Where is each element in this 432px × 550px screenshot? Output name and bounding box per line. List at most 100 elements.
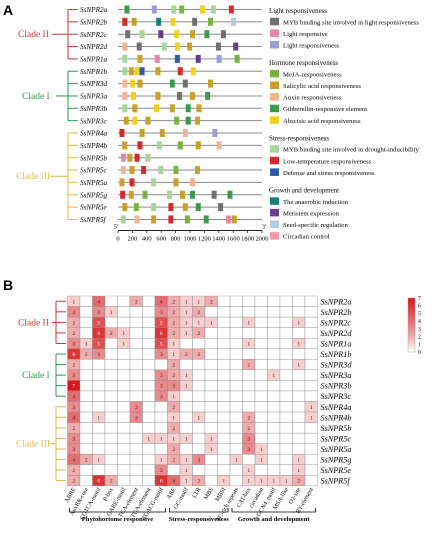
- legend-swatch: [270, 208, 279, 217]
- cis-element-box: [122, 79, 128, 88]
- heatmap-cell: [242, 306, 256, 318]
- cis-element-box: [208, 17, 213, 26]
- cis-element-box: [129, 166, 135, 175]
- heatmap-cell: [292, 306, 306, 318]
- cis-element-box: [130, 91, 136, 100]
- colorbar-tick-label: 5: [418, 311, 421, 317]
- clade-label: Clade III: [16, 440, 50, 450]
- heatmap-cell: [129, 464, 143, 476]
- heatmap-cell-value: 1: [297, 363, 300, 369]
- heatmap-cell: [204, 380, 218, 392]
- heatmap-cell: [79, 359, 93, 371]
- heatmap-cell-value: 2: [210, 299, 213, 305]
- heatmap-cell-value: 2: [172, 363, 175, 369]
- heatmap-cell: [129, 327, 143, 339]
- heatmap-cell-value: 5: [97, 320, 100, 326]
- gene-name: SsNPR5g: [80, 191, 108, 199]
- row-label: SsNPR5b: [321, 424, 352, 433]
- heatmap-cell-value: 5: [160, 341, 163, 347]
- heatmap-cell: [254, 359, 268, 371]
- heatmap-cell: [179, 422, 193, 434]
- heatmap-cell-value: 2: [72, 320, 75, 326]
- heatmap-cell: [104, 443, 118, 455]
- heatmap-cell-value: 1: [272, 373, 275, 379]
- gene-name: SsNPR5c: [80, 167, 108, 175]
- heatmap-cell-value: 3: [72, 447, 75, 453]
- heatmap-cell-value: 1: [297, 458, 300, 464]
- heatmap-cell: [242, 380, 256, 392]
- heatmap-cell: [267, 338, 281, 349]
- panel-b-heatmap: 1 4 2 4 2 1 1 2 3 3 1 3 2 1 2 2 5 5 2 1 1 1 1 1 2 6 2 1 6 2 1 2 3 1 5 1 5 1 1 1…: [67, 295, 318, 487]
- heatmap-cell: [129, 338, 143, 349]
- cis-element-box: [151, 5, 157, 14]
- heatmap-cell: [117, 306, 131, 318]
- heatmap-cell-value: 1: [97, 458, 100, 464]
- heatmap-cell: [217, 327, 231, 339]
- heatmap-cell: [192, 338, 206, 349]
- cis-element-box: [161, 42, 167, 51]
- heatmap-cell: [129, 443, 143, 455]
- heatmap-cell-value: 3: [97, 352, 100, 358]
- heatmap-cell: [92, 390, 106, 402]
- cis-element-box: [174, 30, 180, 39]
- row-label: SsNPR5a: [321, 445, 352, 454]
- heatmap-cell-value: 2: [72, 479, 75, 485]
- heatmap-cell: [279, 306, 293, 318]
- heatmap-cell: [129, 390, 143, 402]
- heatmap-cell: [92, 380, 106, 392]
- cis-element-box: [137, 54, 143, 63]
- heatmap-cell: [129, 475, 143, 487]
- heatmap-cell: [104, 401, 118, 413]
- heatmap-cell: [129, 359, 143, 371]
- cis-element-box: [139, 67, 145, 76]
- heatmap-cell: [279, 369, 293, 381]
- heatmap-cell: [242, 454, 256, 466]
- cis-element-box: [192, 17, 198, 26]
- cis-element-box: [195, 116, 201, 125]
- heatmap-cell: [92, 359, 106, 371]
- heatmap-cell: [204, 306, 218, 318]
- heatmap-cell: [304, 359, 318, 371]
- row-label: SsNPR5g: [321, 456, 352, 465]
- heatmap-cell-value: 3: [160, 373, 163, 379]
- heatmap-cell-value: 1: [310, 405, 313, 411]
- heatmap-cell: [229, 443, 243, 455]
- heatmap-cell: [304, 422, 318, 434]
- heatmap-cell: [279, 432, 293, 444]
- heatmap-cell-value: 2: [72, 426, 75, 432]
- heatmap-cell: [204, 369, 218, 381]
- heatmap-cell: [217, 316, 231, 328]
- heatmap-cell: [142, 380, 156, 392]
- heatmap-cell: [154, 359, 168, 371]
- heatmap-cell-value: 5: [97, 341, 100, 347]
- heatmap-cell: [104, 359, 118, 371]
- heatmap-cell: [142, 348, 156, 360]
- legend-swatch: [270, 232, 279, 240]
- cis-element-box: [129, 178, 135, 187]
- heatmap-cell-value: 2: [172, 373, 175, 379]
- heatmap-cell-value: 1: [160, 436, 163, 442]
- heatmap-cell: [129, 316, 143, 328]
- legend-swatch: [270, 116, 279, 124]
- heatmap-cell: [267, 327, 281, 339]
- gene-name: SsNPR5e: [80, 204, 108, 212]
- cis-element-box: [185, 116, 191, 125]
- heatmap-cell: [267, 422, 281, 434]
- heatmap-cell: [92, 422, 106, 434]
- row-label: SsNPR5f: [321, 477, 352, 486]
- heatmap-cell: [217, 380, 231, 392]
- heatmap-cell-value: 2: [185, 352, 188, 358]
- column-label: MBS: [203, 486, 215, 501]
- heatmap-cell: [304, 464, 318, 476]
- cis-element-box: [141, 166, 147, 175]
- heatmap-cell-value: 1: [172, 352, 175, 358]
- legend-swatch: [270, 220, 279, 228]
- row-label: SsNPR1b: [321, 350, 352, 359]
- heatmap-cell: [129, 422, 143, 434]
- clade-label: Clade II: [18, 318, 49, 328]
- cis-element-box: [139, 129, 145, 137]
- heatmap-cell: [204, 475, 218, 487]
- heatmap-cell: [279, 443, 293, 455]
- cis-element-box: [156, 141, 162, 150]
- heatmap-cell-value: 3: [72, 405, 75, 411]
